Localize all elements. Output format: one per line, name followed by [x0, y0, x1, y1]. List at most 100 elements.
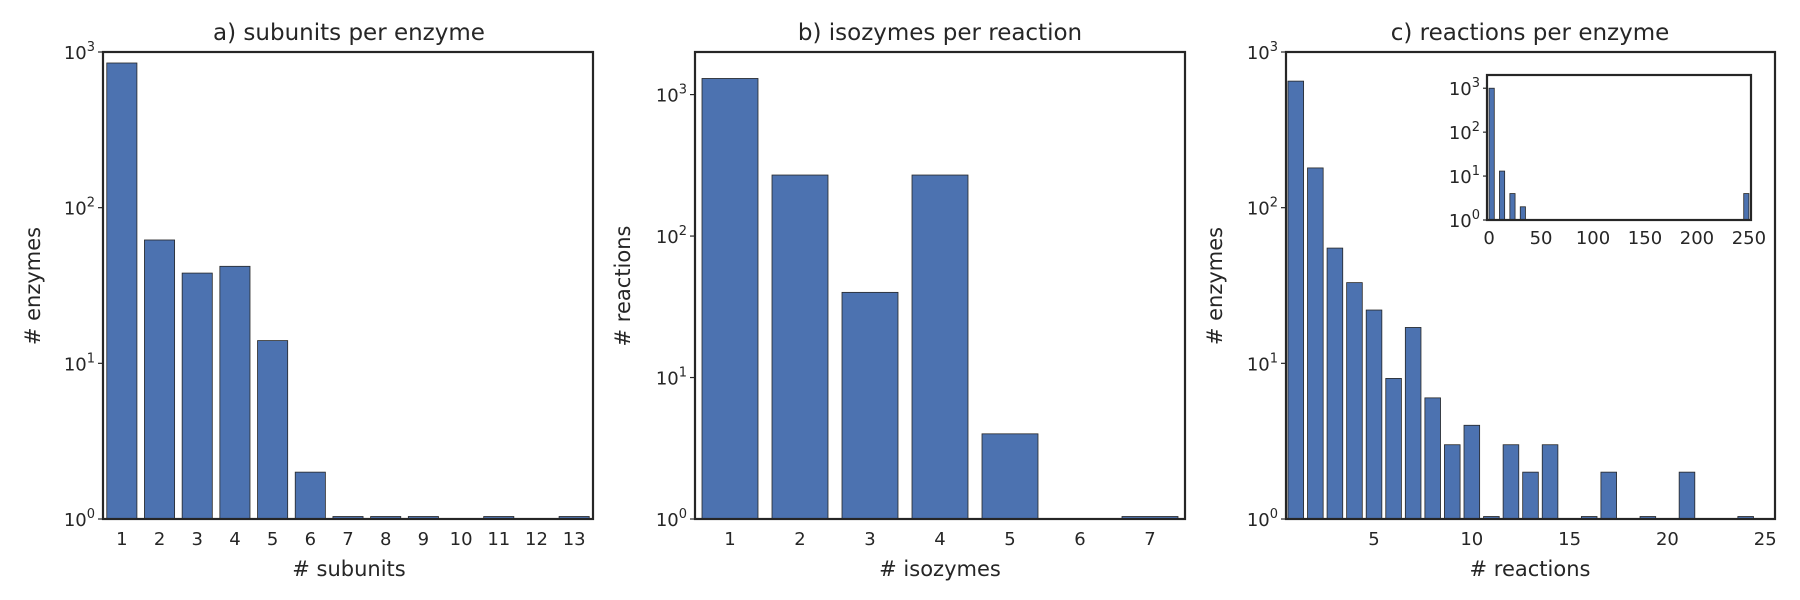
ytick-label-b-1: 100 [656, 507, 687, 531]
ytick-label-a-1000: 103 [64, 40, 95, 64]
xtick-label-b-4: 4 [934, 529, 945, 550]
bar-c-21 [1678, 471, 1696, 520]
bar-a-3 [181, 272, 213, 520]
bar-c-9 [1444, 444, 1461, 520]
panel-c: c) reactions per enzyme # reactions # en… [1203, 20, 1777, 581]
ytick-label-b-10: 101 [656, 366, 687, 390]
ytick-label-c-10: 101 [1247, 351, 1278, 375]
panel-c-inset-frame [1485, 73, 1753, 222]
panel-b-bars [701, 78, 1179, 520]
panel-a-xlabel: # subunits [292, 557, 405, 581]
xtick-label-c-20: 20 [1656, 529, 1679, 550]
panel-c-inset-yticks: 100 101 102 103 [1449, 76, 1487, 232]
inset-ytick-label-1000: 103 [1449, 76, 1480, 100]
xtick-label-b-1: 1 [724, 529, 735, 550]
inset-xtick-label-0: 0 [1483, 228, 1494, 249]
panel-a-frame [101, 50, 595, 521]
ytick-label-c-1: 100 [1247, 507, 1278, 531]
ytick-label-a-10: 101 [64, 351, 95, 375]
inset-xtick-label-100: 100 [1576, 228, 1610, 249]
panel-b: b) isozymes per reaction # isozymes # re… [611, 20, 1187, 581]
bar-b-4 [911, 174, 969, 520]
panel-a: a) subunits per enzyme # subunits # enzy… [21, 20, 595, 581]
xtick-label-a-9: 9 [418, 529, 429, 550]
xtick-label-a-12: 12 [525, 529, 548, 550]
bar-c-17 [1600, 471, 1617, 520]
panel-c-frame [1284, 50, 1777, 521]
bar-a-6 [294, 471, 326, 520]
bar-c-1 [1287, 80, 1305, 520]
bar-b-5 [981, 433, 1039, 520]
inset-bar-1 [1499, 170, 1506, 221]
xtick-label-a-11: 11 [487, 529, 510, 550]
inset-ytick-label-1: 100 [1449, 208, 1480, 232]
bar-c-10 [1463, 424, 1481, 520]
xtick-label-c-10: 10 [1460, 529, 1483, 550]
xtick-label-a-8: 8 [380, 529, 391, 550]
bar-c-5 [1365, 309, 1383, 520]
xtick-label-c-25: 25 [1754, 529, 1777, 550]
panel-c-inset-background [1487, 75, 1751, 220]
panel-a-title: a) subunits per enzyme [213, 20, 485, 46]
xtick-label-a-13: 13 [563, 529, 586, 550]
inset-ytick-label-10: 101 [1449, 164, 1480, 188]
panel-c-inset-xticks: 0 50 100 150 200 250 [1483, 228, 1766, 249]
bar-a-2 [144, 239, 176, 520]
bar-c-12 [1502, 444, 1520, 520]
inset-bar-4 [1743, 193, 1750, 221]
bar-b-1 [701, 78, 759, 520]
xtick-label-a-10: 10 [450, 529, 473, 550]
panel-c-bars [1287, 80, 1754, 520]
xtick-label-c-5: 5 [1368, 529, 1379, 550]
xtick-label-b-7: 7 [1144, 529, 1155, 550]
bar-c-2 [1307, 167, 1324, 520]
ytick-label-c-100: 102 [1247, 196, 1278, 220]
xtick-label-b-3: 3 [864, 529, 875, 550]
bar-c-3 [1326, 247, 1344, 520]
xtick-label-b-6: 6 [1074, 529, 1085, 550]
bar-c-7 [1404, 327, 1422, 520]
xtick-label-b-5: 5 [1004, 529, 1015, 550]
bar-b-3 [841, 291, 899, 520]
bar-a-5 [257, 340, 289, 520]
panel-c-title: c) reactions per enzyme [1391, 20, 1670, 46]
inset-bar-0 [1488, 87, 1495, 221]
xtick-label-a-6: 6 [305, 529, 316, 550]
panel-a-bars [106, 62, 590, 520]
xtick-label-a-2: 2 [154, 529, 165, 550]
inset-ytick-label-100: 102 [1449, 120, 1480, 144]
panel-c-xticks: 5 10 15 20 25 [1368, 529, 1776, 550]
panel-a-yticks: 100 101 102 103 [64, 40, 103, 531]
panel-b-frame [693, 50, 1187, 521]
bar-a-4 [219, 265, 251, 520]
panel-b-yticks: 100 101 102 103 [656, 83, 695, 531]
panel-b-xticks: 1 2 3 4 5 6 7 [724, 529, 1155, 550]
ytick-label-b-100: 102 [656, 224, 687, 248]
inset-xtick-label-200: 200 [1680, 228, 1714, 249]
panel-c-inset: 0 50 100 150 200 250 100 101 102 103 [1449, 73, 1766, 249]
xtick-label-a-3: 3 [192, 529, 203, 550]
xtick-label-c-15: 15 [1558, 529, 1581, 550]
bar-c-13 [1522, 471, 1539, 520]
xtick-label-a-7: 7 [342, 529, 353, 550]
inset-xtick-label-150: 150 [1628, 228, 1662, 249]
inset-bar-2 [1509, 193, 1516, 221]
ytick-label-a-100: 102 [64, 196, 95, 220]
panel-b-xlabel: # isozymes [879, 557, 1001, 581]
xtick-label-a-1: 1 [116, 529, 127, 550]
ytick-label-a-1: 100 [64, 507, 95, 531]
panel-c-xlabel: # reactions [1470, 557, 1591, 581]
panel-a-ylabel: # enzymes [21, 227, 45, 345]
inset-bar-3 [1519, 206, 1526, 221]
bar-c-6 [1385, 378, 1402, 520]
bar-c-8 [1424, 397, 1441, 520]
bar-b-2 [771, 174, 829, 520]
xtick-label-a-4: 4 [229, 529, 240, 550]
bar-c-14 [1541, 444, 1559, 520]
panel-a-xticks: 1 2 3 4 5 6 7 8 9 10 11 12 13 [116, 529, 585, 550]
bar-a-1 [106, 62, 138, 520]
panel-c-yticks: 100 101 102 103 [1247, 40, 1286, 531]
ytick-label-c-1000: 103 [1247, 40, 1278, 64]
ytick-label-b-1000: 103 [656, 83, 687, 107]
